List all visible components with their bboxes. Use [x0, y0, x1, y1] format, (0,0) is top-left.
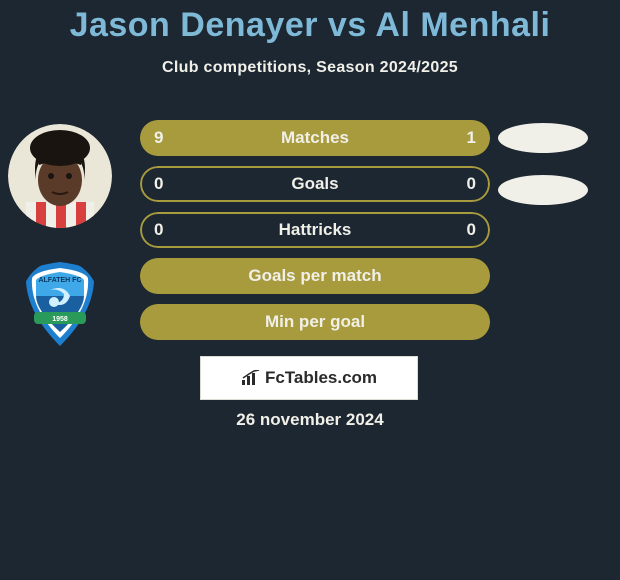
stat-row: Min per goal — [140, 304, 490, 340]
player2-pill — [498, 175, 588, 205]
brand-box[interactable]: FcTables.com — [200, 356, 418, 400]
stat-row: Goals per match — [140, 258, 490, 294]
barchart-icon — [241, 370, 261, 386]
stat-row: 00Hattricks — [140, 212, 490, 248]
stat-row: 91Matches — [140, 120, 490, 156]
club-shield-svg: ALFATEH FC 1958 — [20, 260, 100, 350]
svg-text:ALFATEH FC: ALFATEH FC — [38, 277, 81, 284]
stat-label: Min per goal — [140, 312, 490, 332]
brand-name: FcTables.com — [265, 368, 377, 388]
comparison-card: Jason Denayer vs Al Menhali Club competi… — [0, 0, 620, 580]
stat-label: Matches — [140, 128, 490, 148]
footer-date: 26 november 2024 — [0, 410, 620, 430]
player1-avatar-svg — [8, 124, 112, 228]
page-title: Jason Denayer vs Al Menhali — [0, 0, 620, 45]
player2-club-shield: ALFATEH FC 1958 — [20, 260, 100, 350]
stat-label: Goals — [140, 174, 490, 194]
stat-label: Goals per match — [140, 266, 490, 286]
stat-row: 00Goals — [140, 166, 490, 202]
svg-text:1958: 1958 — [52, 316, 68, 323]
player1-avatar — [8, 124, 112, 228]
page-subtitle: Club competitions, Season 2024/2025 — [0, 59, 620, 77]
stat-label: Hattricks — [140, 220, 490, 240]
player2-pill — [498, 123, 588, 153]
